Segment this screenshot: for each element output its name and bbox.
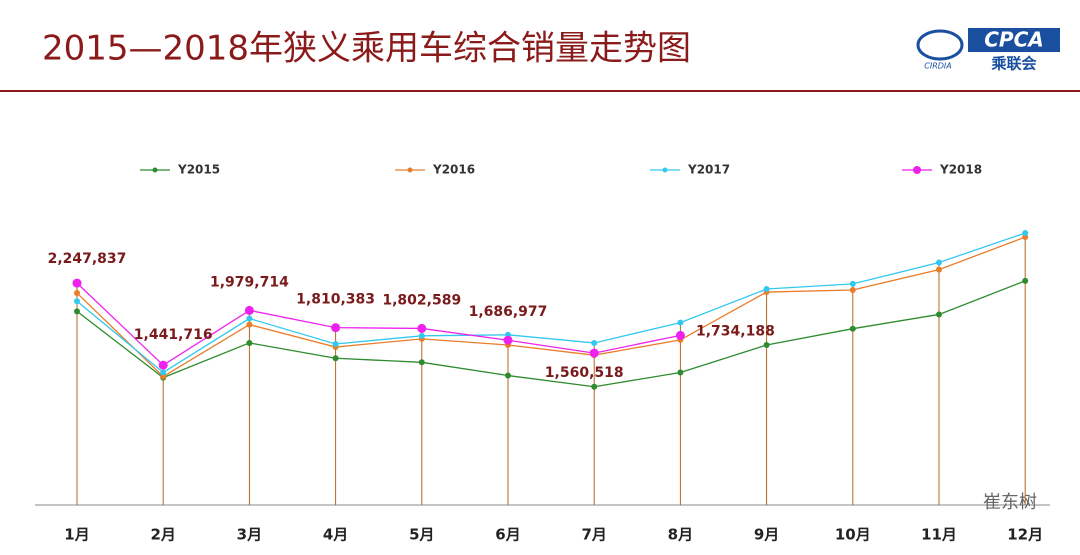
x-tick-label: 4月 — [323, 526, 348, 544]
x-tick-label: 6月 — [495, 526, 520, 544]
logo-ring — [916, 29, 964, 61]
point — [244, 305, 254, 315]
point — [418, 332, 425, 339]
logo: CPCA 乘联会 CIRDIA — [916, 28, 1060, 73]
point — [503, 335, 513, 345]
point — [675, 330, 685, 340]
point — [74, 298, 80, 305]
point — [246, 339, 253, 346]
logo-sub: 乘联会 — [990, 55, 1036, 73]
point — [72, 278, 82, 288]
point — [74, 290, 80, 297]
data-label: 1,686,977 — [469, 304, 548, 320]
x-tick-label: 11月 — [921, 526, 957, 544]
logo-box — [968, 28, 1060, 52]
series-line — [76, 236, 1026, 378]
legend-marker — [152, 167, 158, 173]
x-tick-label: 12月 — [1007, 526, 1043, 544]
point — [677, 319, 684, 326]
legend-marker — [662, 167, 668, 173]
x-tick-label: 5月 — [409, 526, 434, 544]
legend-marker — [913, 166, 921, 174]
point — [331, 323, 341, 333]
logo-mark: CIRDIA — [924, 62, 952, 71]
data-label: 1,734,188 — [696, 323, 775, 339]
point — [589, 348, 599, 358]
point — [591, 383, 598, 390]
point — [936, 266, 942, 273]
point — [74, 308, 80, 315]
point — [849, 325, 856, 332]
data-label: 2,247,837 — [48, 251, 127, 267]
point — [849, 287, 856, 294]
x-tick-label: 3月 — [237, 526, 262, 544]
legend-label: Y2015 — [177, 163, 220, 177]
point — [332, 340, 339, 347]
data-label: 1,560,518 — [545, 365, 624, 381]
series-line — [76, 232, 1026, 374]
data-label: 1,810,383 — [296, 292, 375, 308]
x-tick-label: 7月 — [581, 526, 606, 544]
legend-label: Y2016 — [432, 163, 475, 177]
point — [763, 341, 770, 348]
point — [417, 323, 427, 333]
point — [246, 321, 253, 328]
x-tick-label: 2月 — [150, 526, 175, 544]
point — [591, 339, 598, 346]
point — [936, 259, 942, 266]
point — [418, 359, 425, 366]
point — [677, 369, 684, 376]
point — [936, 311, 942, 318]
data-label: 1,979,714 — [210, 274, 289, 290]
point — [332, 355, 339, 362]
watermark: 崔东树 — [983, 492, 1037, 513]
point — [505, 372, 511, 379]
point — [1022, 229, 1029, 236]
point — [158, 360, 168, 370]
series-line — [76, 282, 681, 367]
x-tick-label: 8月 — [668, 526, 693, 544]
series-line — [76, 280, 1026, 388]
logo-name: CPCA — [984, 28, 1044, 52]
data-label: 1,802,589 — [382, 292, 461, 308]
point — [849, 280, 856, 287]
legend-marker — [407, 167, 413, 173]
x-tick-label: 9月 — [754, 526, 779, 544]
data-label: 1,441,716 — [134, 327, 213, 343]
x-tick-label: 10月 — [835, 526, 871, 544]
point — [246, 315, 253, 322]
x-tick-label: 1月 — [64, 526, 89, 544]
legend-label: Y2018 — [939, 163, 982, 177]
point — [1022, 277, 1029, 284]
point — [763, 285, 770, 292]
point — [160, 369, 167, 376]
chart-title: 2015—2018年狭义乘用车综合销量走势图 — [42, 29, 691, 69]
legend-label: Y2017 — [687, 163, 730, 177]
